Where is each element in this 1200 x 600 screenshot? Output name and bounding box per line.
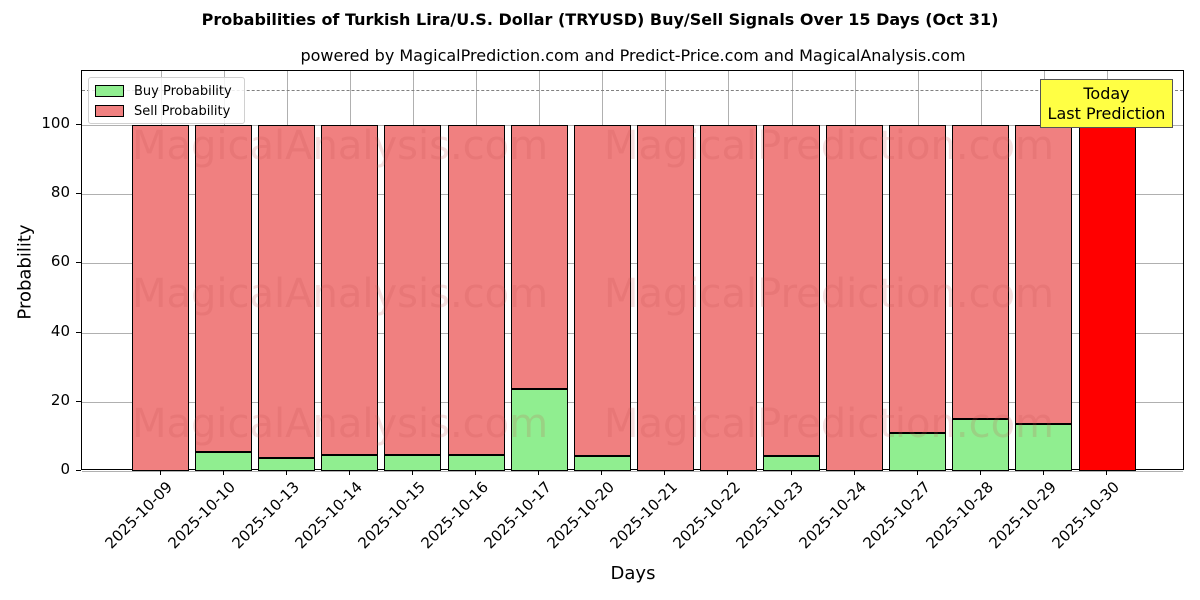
chart-subtitle: powered by MagicalPrediction.com and Pre… xyxy=(300,46,966,65)
y-tick xyxy=(76,124,81,125)
gridline-y xyxy=(82,332,1183,334)
x-tick xyxy=(601,470,603,475)
y-axis-title: Probability xyxy=(14,224,36,320)
legend: Buy Probability Sell Probability xyxy=(88,77,245,124)
plot-area: MagicalAnalysis.comMagicalPrediction.com… xyxy=(81,70,1184,472)
x-tick xyxy=(222,470,224,475)
buy-bar xyxy=(447,455,505,471)
annotation-line-1: Today xyxy=(1083,84,1130,103)
x-tick-label: 2025-10-24 xyxy=(795,478,871,553)
sell-bar xyxy=(321,125,379,456)
x-tick xyxy=(727,470,729,475)
x-tick-label: 2025-10-30 xyxy=(1048,478,1123,553)
x-tick xyxy=(411,470,413,475)
x-tick xyxy=(916,470,918,475)
y-tick-label: 100 xyxy=(41,114,70,132)
y-tick xyxy=(76,400,81,402)
chart-title: Probabilities of Turkish Lira/U.S. Dolla… xyxy=(201,10,999,29)
sell-bar xyxy=(132,125,189,471)
buy-bar xyxy=(889,432,947,471)
x-tick xyxy=(853,470,855,475)
y-tick-label: 40 xyxy=(50,321,70,340)
sell-bar xyxy=(889,125,947,433)
sell-swatch-icon xyxy=(95,105,124,117)
legend-item-buy: Buy Probability xyxy=(95,83,232,99)
x-tick xyxy=(159,470,161,475)
gridline-y xyxy=(82,125,1183,126)
buy-bar xyxy=(321,455,379,471)
sell-bar xyxy=(384,125,442,456)
x-tick-label: 2025-10-17 xyxy=(480,478,555,553)
sell-bar xyxy=(447,125,505,456)
y-tick xyxy=(76,262,81,264)
buy-bar xyxy=(258,457,316,471)
buy-bar xyxy=(952,419,1010,471)
y-tick xyxy=(76,193,81,195)
x-tick xyxy=(790,470,792,475)
buy-bar xyxy=(1015,423,1073,471)
y-tick-label: 0 xyxy=(60,460,70,478)
x-tick xyxy=(475,470,476,475)
buy-bar xyxy=(510,388,568,471)
y-tick-label: 20 xyxy=(50,390,70,409)
sell-bar xyxy=(258,125,316,458)
x-tick-label: 2025-10-20 xyxy=(543,478,618,553)
sell-bar xyxy=(195,125,253,452)
x-tick-label: 2025-10-27 xyxy=(859,478,934,553)
x-tick-label: 2025-10-15 xyxy=(354,478,429,553)
x-tick-label: 2025-10-16 xyxy=(417,478,492,553)
x-tick xyxy=(348,470,350,475)
sell-bar xyxy=(510,125,568,389)
sell-bar xyxy=(826,125,884,471)
reference-line xyxy=(82,90,1183,92)
y-tick-label: 80 xyxy=(50,183,70,202)
buy-swatch-icon xyxy=(95,85,124,97)
x-tick xyxy=(1106,470,1107,475)
sell-bar xyxy=(699,125,757,471)
gridline-y xyxy=(82,194,1183,196)
buy-bar xyxy=(573,456,631,471)
x-tick xyxy=(664,470,666,475)
buy-bar xyxy=(384,455,442,471)
sell-bar xyxy=(952,125,1010,420)
x-tick-label: 2025-10-13 xyxy=(228,478,303,553)
x-tick-label: 2025-10-09 xyxy=(101,478,177,553)
x-tick xyxy=(1042,470,1044,475)
today-sell-bar xyxy=(1078,125,1136,471)
today-annotation: Today Last Prediction xyxy=(1040,79,1173,128)
x-tick-label: 2025-10-21 xyxy=(606,478,682,553)
sell-bar xyxy=(573,125,631,457)
y-tick-label: 60 xyxy=(50,252,70,271)
sell-bar xyxy=(1015,125,1073,424)
annotation-line-2: Last Prediction xyxy=(1047,104,1166,123)
x-tick-label: 2025-10-29 xyxy=(985,478,1060,553)
gridline-y xyxy=(82,263,1183,265)
x-axis-title: Days xyxy=(610,563,656,584)
y-tick xyxy=(76,331,81,333)
sell-bar xyxy=(763,125,820,457)
legend-buy-label: Buy Probability xyxy=(134,83,232,99)
y-tick xyxy=(76,470,81,471)
buy-bar xyxy=(763,456,820,471)
sell-bar xyxy=(636,125,694,471)
x-tick xyxy=(979,470,981,475)
gridline-y xyxy=(82,471,1183,472)
x-tick-label: 2025-10-23 xyxy=(732,478,808,553)
x-tick xyxy=(538,470,540,475)
legend-item-sell: Sell Probability xyxy=(95,103,230,119)
x-tick xyxy=(285,470,287,475)
buy-bar xyxy=(195,451,253,471)
x-tick-label: 2025-10-10 xyxy=(164,478,240,553)
x-tick-label: 2025-10-22 xyxy=(669,478,745,553)
legend-sell-label: Sell Probability xyxy=(134,103,231,119)
gridline-y xyxy=(82,401,1183,403)
